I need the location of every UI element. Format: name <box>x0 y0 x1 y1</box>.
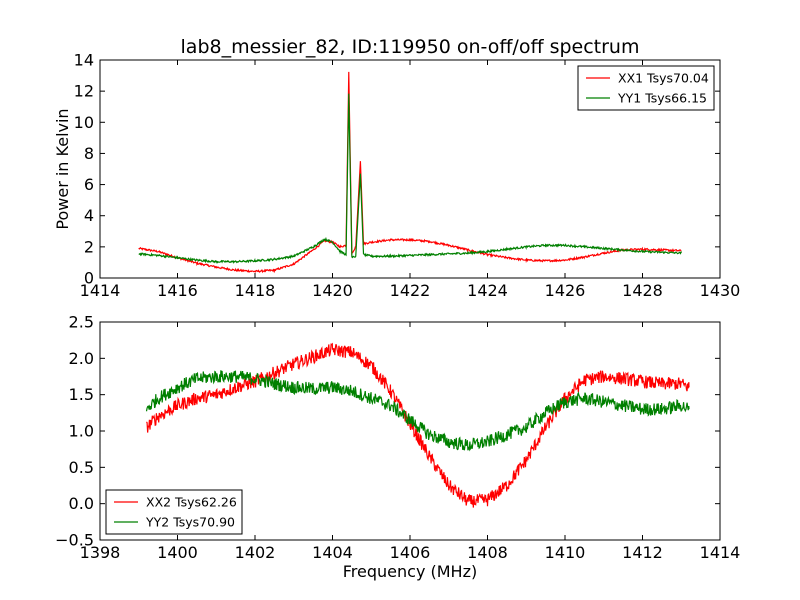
series-line-1 <box>145 342 690 508</box>
x-tick-label: 1402 <box>235 543 276 562</box>
x-tick-label: 1424 <box>467 281 508 300</box>
legend-label: XX1 Tsys70.04 <box>618 71 709 86</box>
y-tick-label: 2.0 <box>69 349 94 368</box>
legend: XX2 Tsys62.26 YY2 Tsys70.90 <box>105 489 243 535</box>
y-tick-label: 1.5 <box>69 385 94 404</box>
y-axis-label: Power in Kelvin <box>53 108 72 229</box>
x-axis-label: Frequency (MHz) <box>343 562 477 581</box>
x-tick-label: 1398 <box>80 543 121 562</box>
legend-label: YY2 Tsys70.90 <box>145 515 235 530</box>
legend-box <box>105 489 243 535</box>
legend-box <box>577 65 715 111</box>
y-tick-label: 8 <box>84 144 94 163</box>
legend-label: XX2 Tsys62.26 <box>146 495 237 510</box>
x-tick-label: 1406 <box>390 543 431 562</box>
x-tick-label: 1416 <box>157 281 198 300</box>
y-tick-label: 6 <box>84 175 94 194</box>
x-tick-label: 1412 <box>622 543 663 562</box>
y-tick-label: 14 <box>74 51 94 70</box>
x-tick-label: 1426 <box>545 281 586 300</box>
x-tick-label: 1420 <box>312 281 353 300</box>
x-tick-label: 1400 <box>157 543 198 562</box>
series-line-2 <box>145 370 690 452</box>
y-tick-label: 0.0 <box>69 494 94 513</box>
series-line-2 <box>138 93 682 264</box>
top-panel: 1414 1416 1418 1420 1422 1424 1426 1428 1430 0 2 4 6… <box>53 51 740 301</box>
y-tick-label: 2.5 <box>69 313 94 332</box>
bottom-panel: 1398 1400 1402 1404 1406 1408 1410 1412 1414 −0.5… <box>55 313 740 582</box>
figure-title: lab8_messier_82, ID:119950 on-off/off sp… <box>181 36 640 58</box>
x-tick-label: 1414 <box>80 281 121 300</box>
y-tick-label: 4 <box>84 206 94 225</box>
y-tick-label: −0.5 <box>55 531 94 550</box>
x-tick-label: 1422 <box>390 281 431 300</box>
x-tick-label: 1410 <box>545 543 586 562</box>
legend: XX1 Tsys70.04 YY1 Tsys66.15 <box>577 65 715 111</box>
y-tick-label: 0.5 <box>69 458 94 477</box>
y-tick-label: 2 <box>84 237 94 256</box>
y-tick-label: 10 <box>74 113 94 132</box>
x-tick-label: 1430 <box>700 281 741 300</box>
legend-label: YY1 Tsys66.15 <box>617 91 707 106</box>
x-tick-label: 1404 <box>312 543 353 562</box>
y-tick-label: 1.0 <box>69 422 94 441</box>
y-tick-label: 12 <box>74 82 94 101</box>
x-tick-label: 1428 <box>622 281 663 300</box>
x-tick-label: 1408 <box>467 543 508 562</box>
x-tick-label: 1418 <box>235 281 276 300</box>
series-line-1 <box>138 71 682 274</box>
x-tick-label: 1414 <box>700 543 741 562</box>
y-tick-label: 0 <box>84 269 94 288</box>
